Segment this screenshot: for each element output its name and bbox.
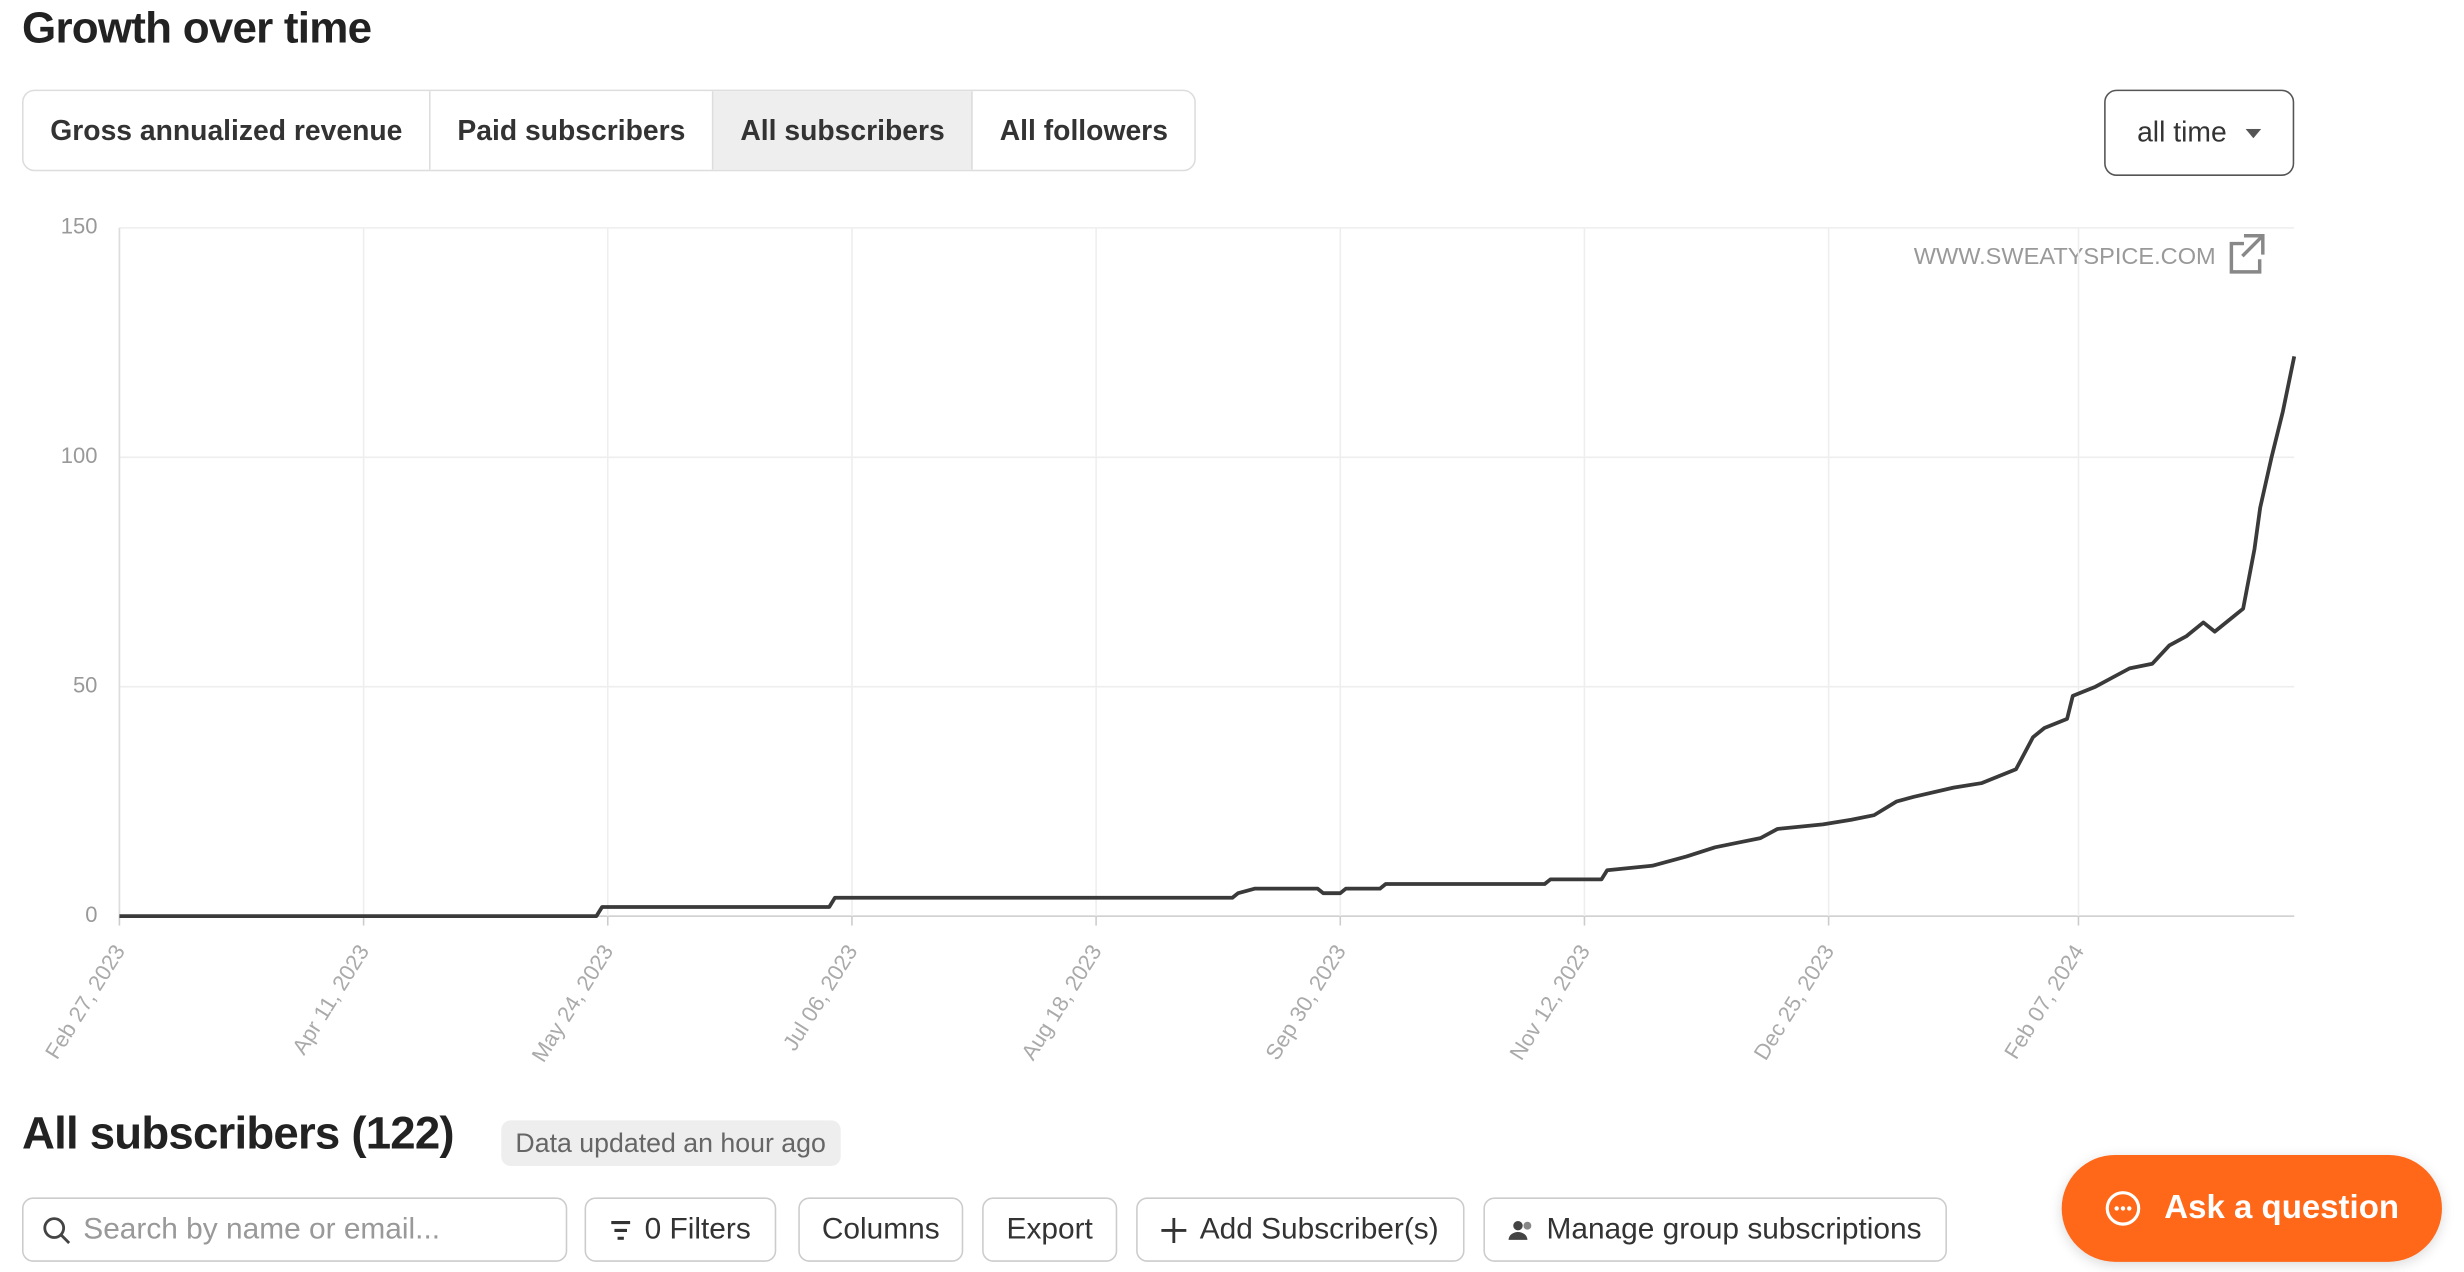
x-tick-label: Feb 07, 2024: [1999, 940, 2089, 1063]
columns-button[interactable]: Columns: [798, 1197, 964, 1262]
columns-label: Columns: [821, 1212, 940, 1246]
x-tick-label: Aug 18, 2023: [1016, 940, 1107, 1064]
manage-label: Manage group subscriptions: [1546, 1212, 1922, 1246]
filters-label: 0 Filters: [644, 1212, 751, 1246]
export-button[interactable]: Export: [982, 1197, 1118, 1262]
add-button[interactable]: Add Subscriber(s): [1136, 1197, 1465, 1262]
help-label: Ask a question: [2164, 1189, 2400, 1226]
help-button[interactable]: Ask a question: [2061, 1154, 2442, 1262]
search-placeholder: Search by name or email...: [83, 1212, 441, 1246]
y-tick-label: 100: [61, 443, 98, 468]
updated-badge: Data updated an hour ago: [501, 1120, 841, 1166]
data-line: [119, 355, 2297, 919]
export-label: Export: [1006, 1212, 1093, 1246]
filters-button[interactable]: 0 Filters: [584, 1197, 777, 1262]
tab[interactable]: Paid subscribers: [431, 91, 714, 170]
search-input[interactable]: Search by name or email...: [21, 1197, 568, 1262]
tab[interactable]: All followers: [999, 113, 1168, 146]
filter-icon: [611, 1220, 631, 1240]
manage-button[interactable]: Manage group subscriptions: [1483, 1197, 1947, 1262]
x-tick-label: Feb 27, 2023: [40, 940, 130, 1063]
group-icon: [1508, 1220, 1532, 1240]
y-tick-label: 0: [85, 902, 97, 927]
tab[interactable]: All subscribers: [713, 91, 974, 170]
add-label: Add Subscriber(s): [1199, 1212, 1439, 1246]
chart: WWW.SWEATYSPICE.COM 0 50 100 150 Feb 27, 202…: [40, 214, 2297, 1066]
watermark[interactable]: WWW.SWEATYSPICE.COM: [1914, 243, 2216, 269]
range-label: all time: [2137, 116, 2227, 148]
x-tick-label: May 24, 2023: [526, 940, 618, 1066]
x-tick-label: Dec 25, 2023: [1749, 940, 1840, 1064]
section-title: All subscribers (122): [21, 1109, 455, 1160]
caret-icon: [2245, 128, 2262, 138]
x-tick-label: Sep 30, 2023: [1260, 940, 1351, 1064]
plus-icon: [1162, 1217, 1188, 1243]
tab-group: Gross annualized revenue Paid subscribers…: [21, 89, 1197, 172]
tab[interactable]: Gross annualized revenue: [24, 91, 431, 170]
x-tick-label: Jul 06, 2023: [778, 940, 863, 1055]
range-dropdown[interactable]: all time: [2104, 89, 2295, 176]
y-tick-label: 150: [61, 214, 98, 239]
chat-icon: [2106, 1191, 2141, 1226]
y-tick-label: 50: [73, 673, 97, 698]
page-title: Growth over time: [21, 3, 372, 52]
x-tick-label: Nov 12, 2023: [1504, 940, 1595, 1064]
external-link-icon[interactable]: [2229, 233, 2265, 274]
x-tick-label: Apr 11, 2023: [287, 940, 374, 1059]
search-icon: [43, 1216, 71, 1244]
